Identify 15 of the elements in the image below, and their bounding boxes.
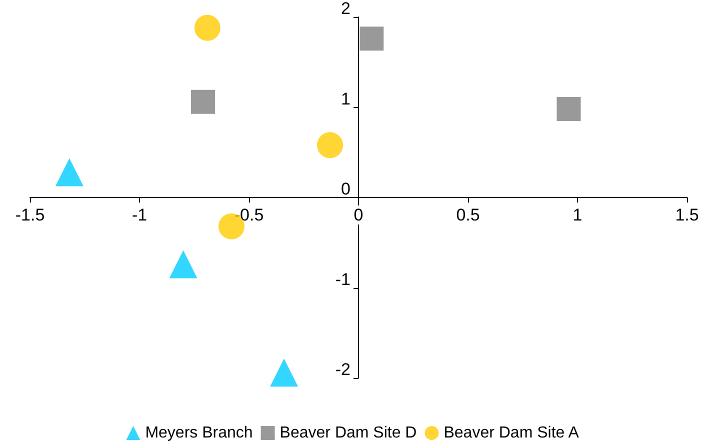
x-tick-label: 0.5 — [456, 206, 480, 224]
y-tick-label: 1 — [341, 89, 350, 108]
x-tick-label: -0.5 — [234, 206, 264, 224]
x-tick-label: -1.5 — [15, 206, 45, 224]
y-tick-label: 0 — [341, 180, 350, 198]
y-tick-label: -2 — [335, 360, 350, 379]
x-tick-label: -1 — [132, 206, 148, 224]
legend-label: Meyers Branch — [145, 424, 253, 442]
y-tick-label: 2 — [341, 0, 350, 18]
legend-label: Beaver Dam Site A — [444, 424, 580, 442]
legend-label: Beaver Dam Site D — [280, 424, 417, 442]
x-tick-label: 1 — [572, 206, 582, 224]
y-tick-label: -1 — [335, 270, 350, 289]
x-tick-label: 0 — [354, 206, 364, 224]
x-tick-label: 1.5 — [675, 206, 699, 224]
